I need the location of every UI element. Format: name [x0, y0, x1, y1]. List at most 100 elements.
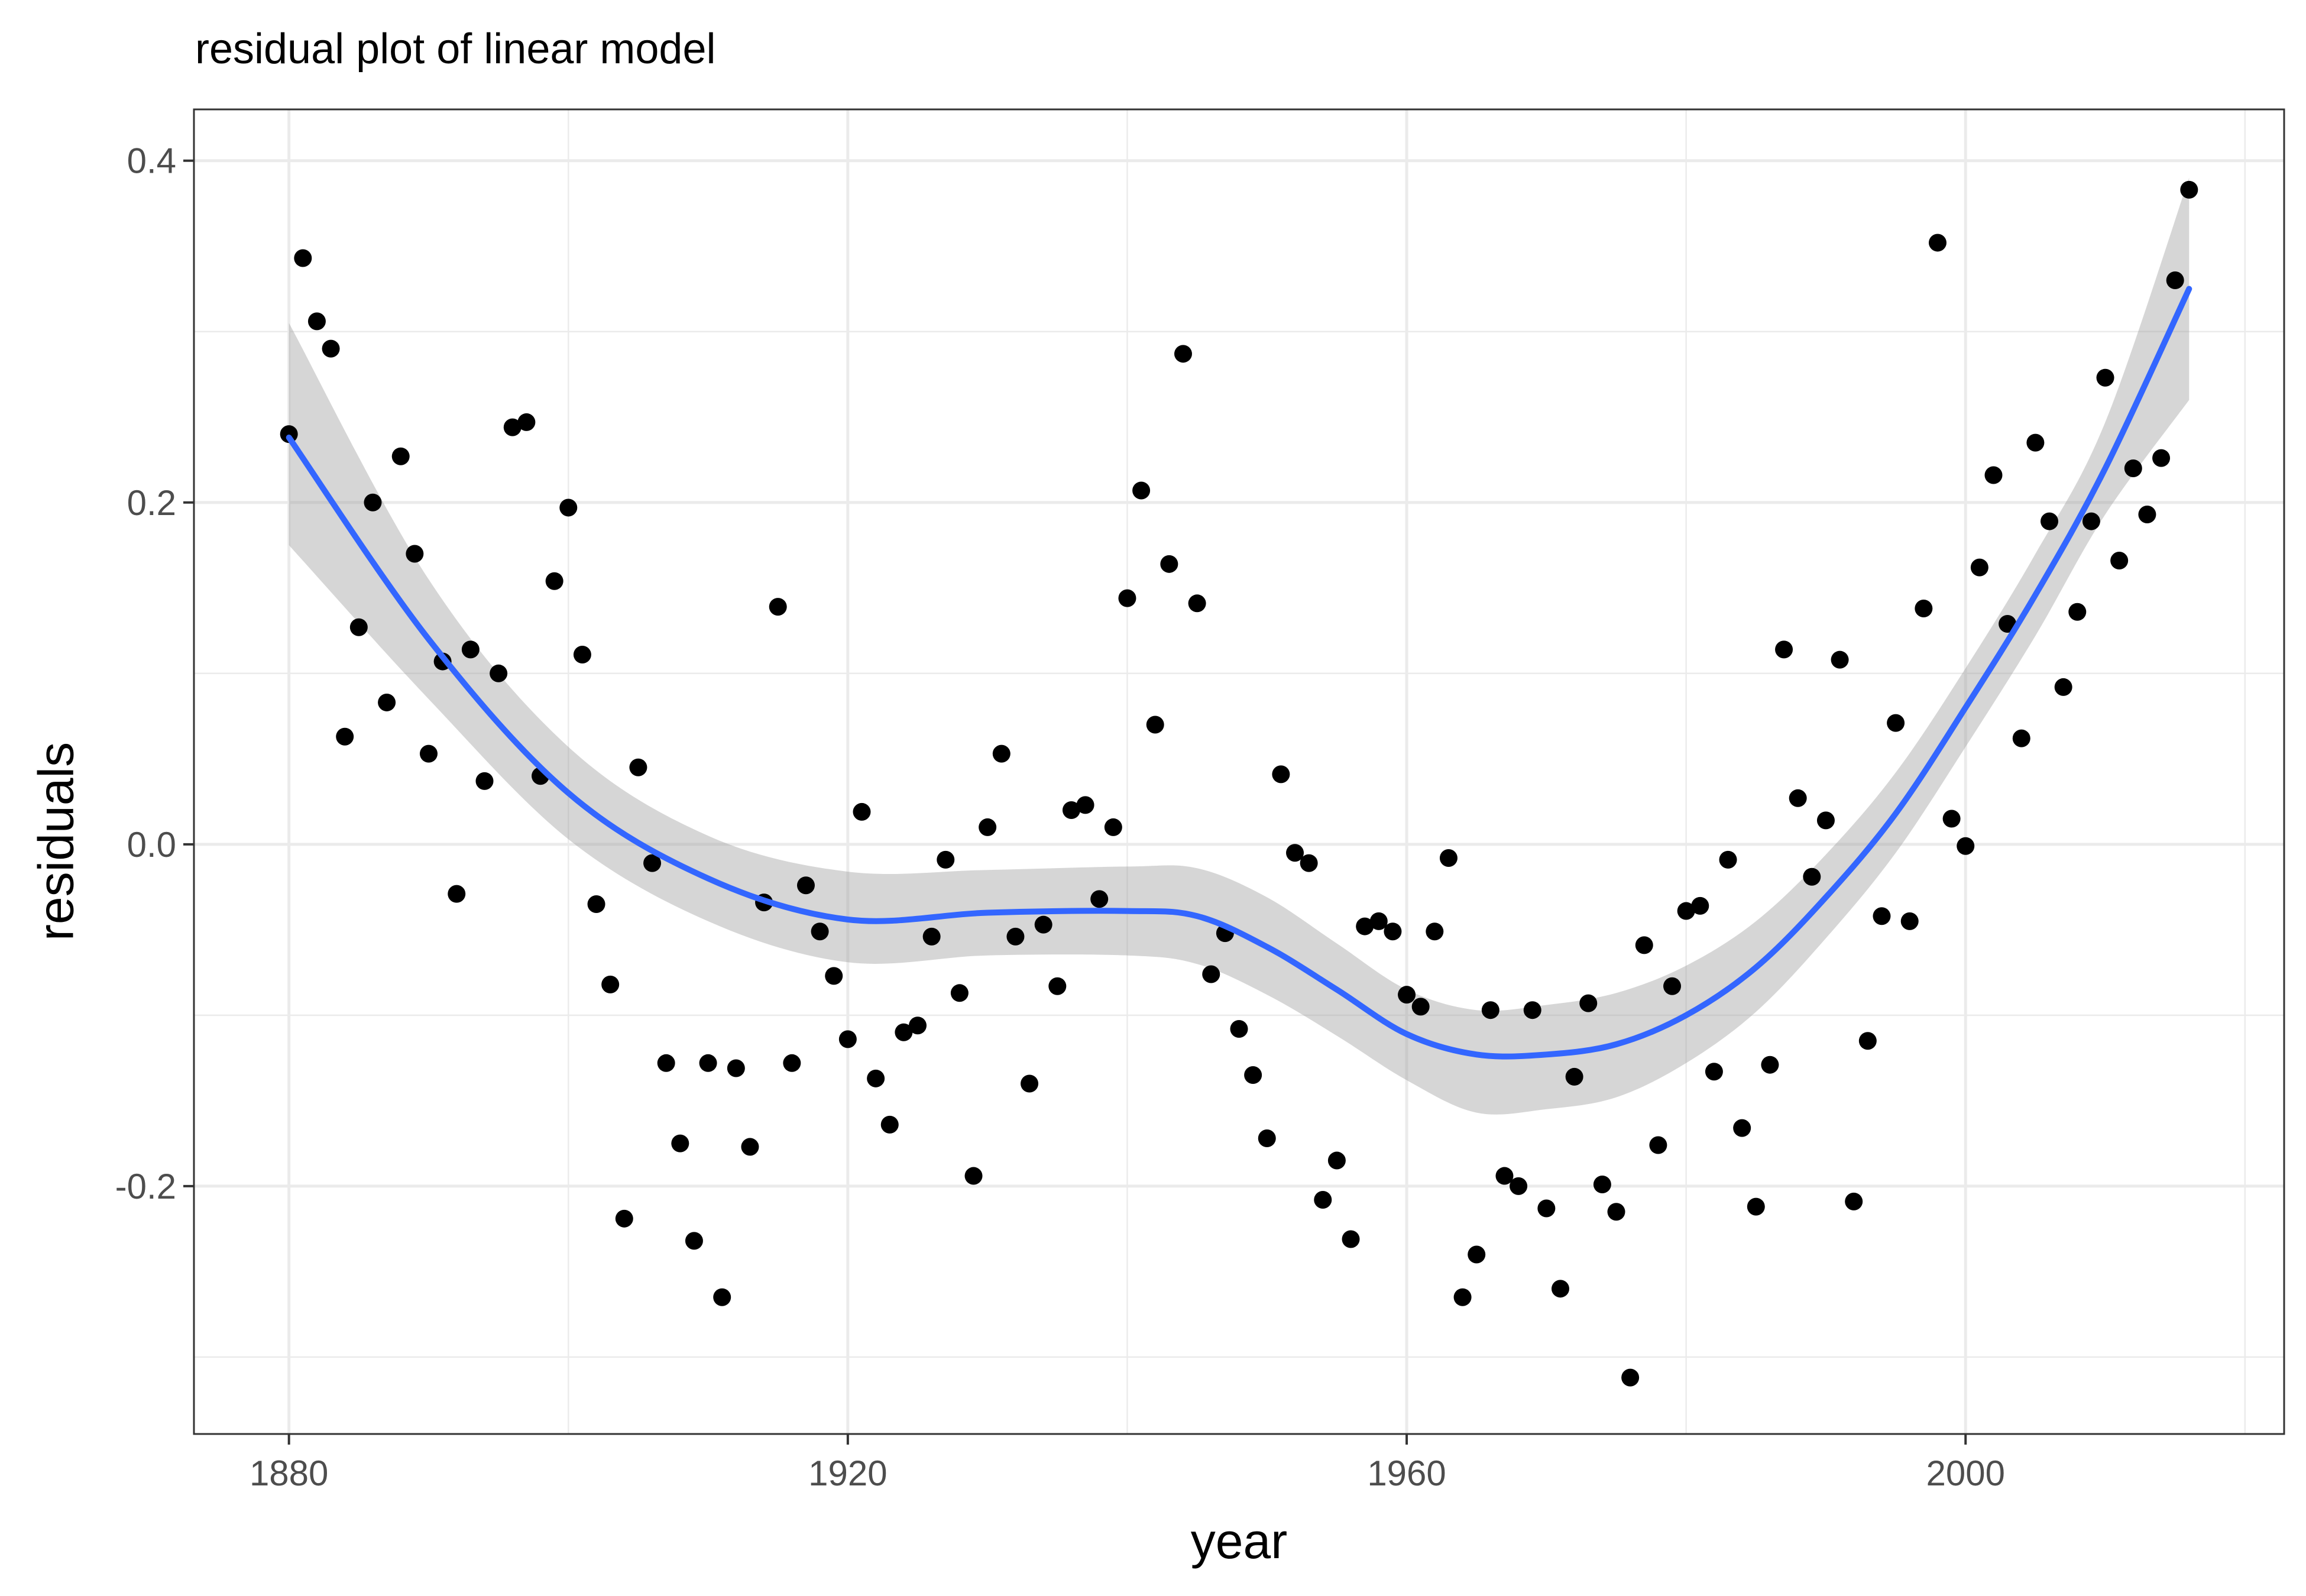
data-point	[322, 339, 340, 358]
x-tick-label: 1880	[250, 1453, 328, 1493]
x-tick-label: 1960	[1367, 1453, 1446, 1493]
data-point	[615, 1209, 633, 1228]
data-point	[1677, 902, 1695, 920]
data-point	[1551, 1280, 1569, 1298]
data-point	[922, 927, 941, 946]
y-tick-label: 0.2	[127, 483, 176, 523]
data-point	[2096, 368, 2114, 387]
data-point	[2152, 449, 2171, 467]
data-point	[1957, 837, 1975, 855]
data-point	[1272, 765, 1290, 784]
data-point	[1523, 1001, 1541, 1019]
data-point	[1453, 1288, 1472, 1306]
data-point	[629, 758, 647, 776]
data-point	[1090, 890, 1109, 908]
y-tick-label: 0.4	[127, 141, 176, 181]
data-point	[2166, 271, 2184, 290]
data-point	[517, 413, 536, 431]
data-point	[1621, 1368, 1640, 1387]
y-axis-ticks: -0.2 0.0 0.2 0.4	[115, 141, 194, 1206]
data-point	[671, 1134, 689, 1153]
data-point	[1426, 922, 1444, 941]
data-point	[461, 640, 480, 659]
data-point	[1481, 1001, 1499, 1019]
data-point	[838, 1030, 857, 1048]
data-point	[1579, 994, 1598, 1012]
data-point	[336, 727, 354, 746]
x-axis-label: year	[1190, 1513, 1288, 1569]
data-point	[1635, 936, 1653, 954]
data-point	[1775, 640, 1793, 659]
data-point	[1816, 811, 1835, 830]
minor-gridlines	[194, 109, 2284, 1434]
x-axis-ticks: 1880 1920 1960 2000	[250, 1434, 2005, 1493]
data-point	[545, 572, 563, 590]
data-point	[1942, 810, 1961, 828]
data-point	[1342, 1230, 1360, 1248]
data-point	[1118, 589, 1136, 607]
chart-title: residual plot of linear model	[195, 25, 716, 73]
data-point	[1244, 1066, 1262, 1084]
data-point	[880, 1115, 899, 1134]
data-point	[294, 249, 312, 267]
data-point	[1468, 1245, 1486, 1264]
data-point	[657, 1054, 675, 1072]
data-point	[1300, 854, 1318, 872]
data-point	[349, 618, 368, 636]
data-point	[685, 1232, 703, 1250]
data-point	[1034, 915, 1052, 934]
confidence-band	[289, 177, 2190, 1115]
data-point	[1439, 849, 1458, 867]
y-tick-label: -0.2	[115, 1167, 176, 1206]
data-point	[1873, 907, 1891, 925]
data-point	[1831, 650, 1849, 669]
data-point	[1146, 716, 1164, 734]
data-point	[1593, 1176, 1611, 1194]
data-point	[1076, 796, 1094, 814]
data-point	[1048, 977, 1067, 995]
confidence-band-area	[289, 177, 2190, 1115]
data-point	[1006, 927, 1025, 946]
data-point	[475, 772, 494, 790]
data-point	[1858, 1032, 1877, 1050]
data-point	[1384, 922, 1402, 941]
data-point	[1314, 1191, 1332, 1209]
data-point	[1537, 1199, 1556, 1218]
data-point	[2082, 512, 2100, 530]
data-point	[1705, 1063, 1723, 1081]
data-point	[937, 850, 955, 869]
data-point	[727, 1059, 745, 1077]
data-point	[1411, 998, 1430, 1016]
data-point	[713, 1288, 731, 1306]
data-point	[867, 1069, 885, 1087]
data-point	[643, 854, 662, 872]
data-point	[1649, 1136, 1667, 1154]
data-point	[307, 312, 326, 331]
data-point	[1719, 850, 1737, 869]
data-point	[1398, 986, 1416, 1004]
data-point	[1327, 1151, 1346, 1170]
data-point	[1495, 1167, 1514, 1185]
data-points	[280, 180, 2198, 1387]
data-point	[1286, 844, 1304, 862]
data-point	[796, 876, 815, 895]
data-point	[573, 646, 591, 664]
data-point	[825, 967, 843, 985]
data-point	[490, 664, 508, 682]
data-point	[378, 693, 396, 711]
data-point	[1691, 896, 1709, 915]
data-point	[1258, 1129, 1276, 1147]
data-point	[2054, 678, 2072, 696]
smooth-line	[286, 286, 2192, 1060]
y-tick-label: 0.0	[127, 825, 176, 865]
data-point	[419, 744, 438, 763]
data-point	[1510, 1177, 1528, 1195]
data-point	[1104, 818, 1122, 836]
data-point	[699, 1054, 717, 1072]
data-point	[2124, 459, 2142, 477]
data-point	[1803, 867, 1821, 886]
data-point	[783, 1054, 801, 1072]
data-point	[1202, 965, 1220, 983]
panel-border	[193, 108, 2285, 1435]
